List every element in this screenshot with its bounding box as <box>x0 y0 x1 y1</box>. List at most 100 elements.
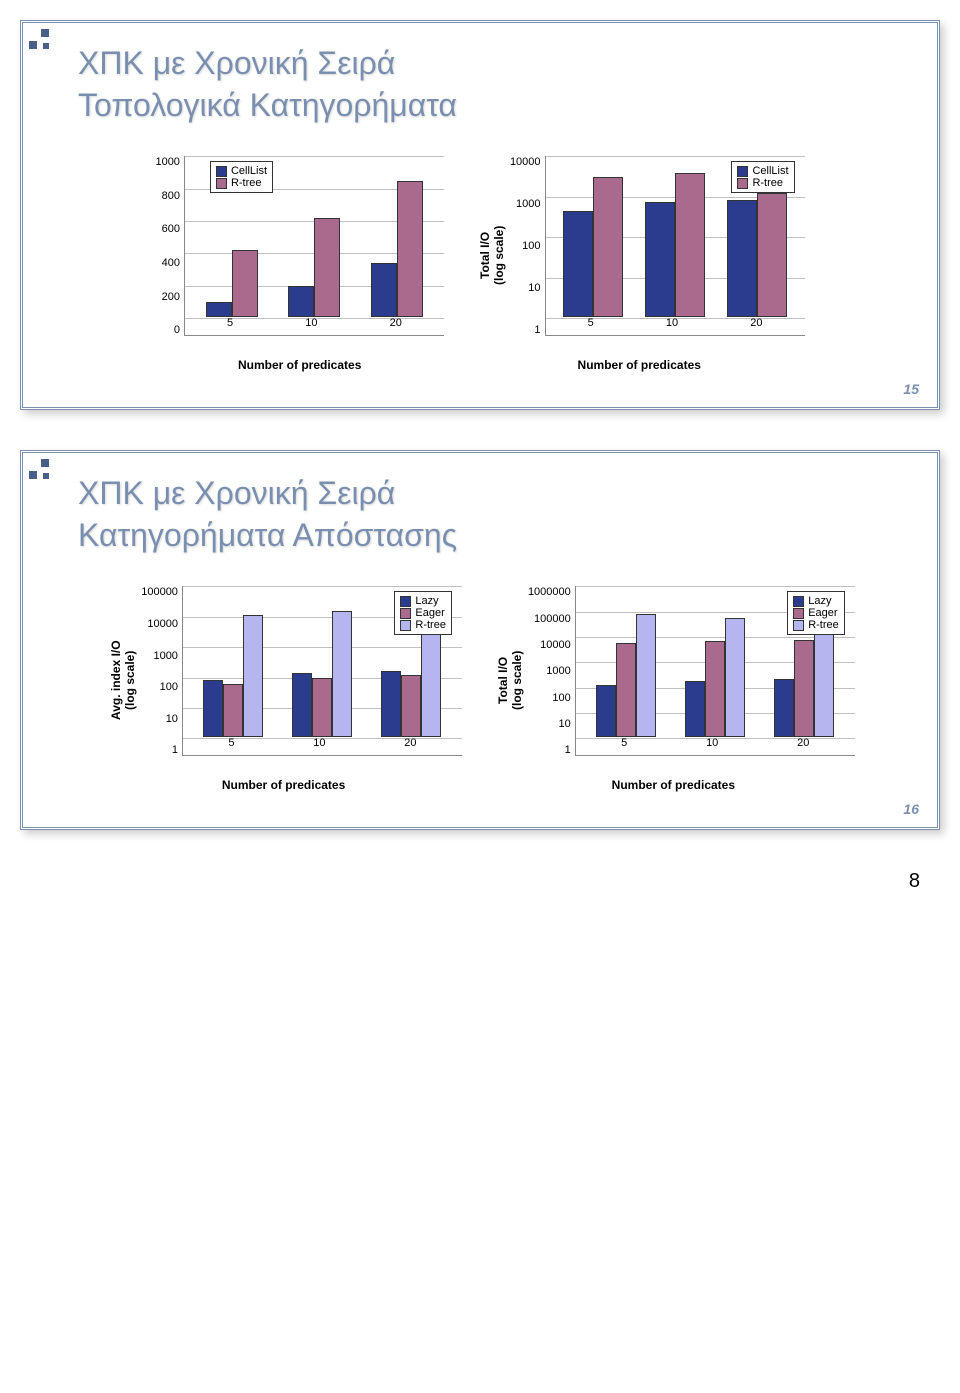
y-tick: 1000 <box>153 650 177 662</box>
legend-label: R-tree <box>231 177 262 189</box>
slide-title: ΧΠΚ με Χρονική ΣειράΚατηγορήματα Απόστασ… <box>78 473 912 556</box>
bar <box>381 671 401 737</box>
bar <box>705 641 725 738</box>
y-tick: 1 <box>172 744 178 756</box>
bar <box>596 685 616 737</box>
y-tick: 10 <box>166 713 178 725</box>
legend-swatch <box>400 608 411 619</box>
bar <box>593 177 623 317</box>
chart: Total I/O(log scale)10000100010010151020… <box>474 156 805 372</box>
plot-area: 51020CellListR-tree <box>184 156 444 336</box>
bar <box>685 681 705 737</box>
bar <box>774 679 794 738</box>
legend-label: CellList <box>752 165 788 177</box>
y-tick: 1 <box>565 744 571 756</box>
legend-item: Lazy <box>400 595 446 607</box>
x-tick: 10 <box>666 317 678 329</box>
legend-swatch <box>737 166 748 177</box>
chart-legend: LazyEagerR-tree <box>394 591 452 635</box>
page-number: 8 <box>20 870 940 893</box>
legend-swatch <box>216 178 227 189</box>
bar <box>314 218 340 317</box>
x-tick: 10 <box>305 317 317 329</box>
bar <box>794 640 814 738</box>
y-axis-label: Avg. index I/O(log scale) <box>105 586 141 774</box>
bar <box>725 618 745 737</box>
bar <box>616 643 636 738</box>
x-tick: 20 <box>404 737 416 749</box>
legend-label: R-tree <box>808 619 839 631</box>
bar <box>332 611 352 737</box>
bar <box>232 250 258 317</box>
x-axis-label: Number of predicates <box>222 778 345 792</box>
bar-group <box>774 618 834 738</box>
bar <box>757 193 787 317</box>
y-ticks: 100000 10000 1000 100 10 1 <box>141 586 182 774</box>
x-tick: 20 <box>797 737 809 749</box>
bar-group <box>292 611 352 737</box>
charts-row: Avg. index I/O(log scale)100000100001000… <box>48 586 912 792</box>
bar-group <box>596 614 656 737</box>
bar-group <box>371 181 423 317</box>
bar <box>203 680 223 737</box>
y-axis-label: Total I/O(log scale) <box>492 586 528 774</box>
x-tick: 10 <box>706 737 718 749</box>
legend-swatch <box>793 620 804 631</box>
bar <box>814 618 834 738</box>
legend-label: Lazy <box>415 595 438 607</box>
chart-legend: CellListR-tree <box>731 161 794 193</box>
bar-group <box>563 177 623 317</box>
slide-number: 16 <box>903 801 919 817</box>
y-tick: 600 <box>162 223 180 235</box>
bar <box>401 675 421 737</box>
legend-swatch <box>793 608 804 619</box>
bar <box>243 615 263 737</box>
y-tick: 100 <box>160 681 178 693</box>
x-tick: 5 <box>588 317 594 329</box>
y-tick: 1000 <box>546 665 570 677</box>
y-tick: 1000 <box>516 198 540 210</box>
slide-title: ΧΠΚ με Χρονική ΣειράΤοπολογικά Κατηγορήμ… <box>78 43 912 126</box>
bar <box>563 211 593 317</box>
legend-label: Lazy <box>808 595 831 607</box>
y-tick: 0 <box>174 324 180 336</box>
x-tick: 10 <box>313 737 325 749</box>
legend-item: R-tree <box>400 619 446 631</box>
y-tick: 10000 <box>147 618 178 630</box>
y-tick: 1000 <box>155 156 179 168</box>
plot-area: 5 10 20 CellListR-tree <box>545 156 805 336</box>
legend-item: CellList <box>216 165 267 177</box>
bar-group <box>727 193 787 317</box>
chart-body: Total I/O(log scale)10000100010010151020… <box>474 156 805 354</box>
x-tick: 20 <box>390 317 402 329</box>
bar-group <box>685 618 745 737</box>
corner-decoration <box>29 29 53 53</box>
slide: ΧΠΚ με Χρονική ΣειράΤοπολογικά Κατηγορήμ… <box>20 20 940 410</box>
legend-item: CellList <box>737 165 788 177</box>
y-axis-label: Total I/O(log scale) <box>474 156 510 354</box>
bar <box>675 173 705 317</box>
bar <box>371 263 397 317</box>
y-tick: 100000 <box>141 586 178 598</box>
legend-swatch <box>216 166 227 177</box>
legend-item: Eager <box>793 607 839 619</box>
x-ticks: 51020 <box>576 737 855 755</box>
y-ticks: 1000000100000100001000100101 <box>528 586 575 774</box>
y-tick: 100000 <box>534 613 571 625</box>
x-axis-label: Number of predicates <box>578 358 701 372</box>
bar <box>727 200 757 317</box>
bar <box>288 286 314 317</box>
legend-item: R-tree <box>216 177 267 189</box>
legend-label: Eager <box>808 607 837 619</box>
bar-group <box>203 615 263 737</box>
x-tick: 20 <box>750 317 762 329</box>
chart-body: Total I/O(log scale)10000001000001000010… <box>492 586 855 774</box>
corner-decoration <box>29 459 53 483</box>
x-axis-label: Number of predicates <box>238 358 361 372</box>
chart-legend: CellListR-tree <box>210 161 273 193</box>
y-tick: 10 <box>559 718 571 730</box>
slide-number: 15 <box>903 381 919 397</box>
y-tick: 10000 <box>540 639 571 651</box>
x-tick: 5 <box>228 737 234 749</box>
slide: ΧΠΚ με Χρονική ΣειράΚατηγορήματα Απόστασ… <box>20 450 940 830</box>
